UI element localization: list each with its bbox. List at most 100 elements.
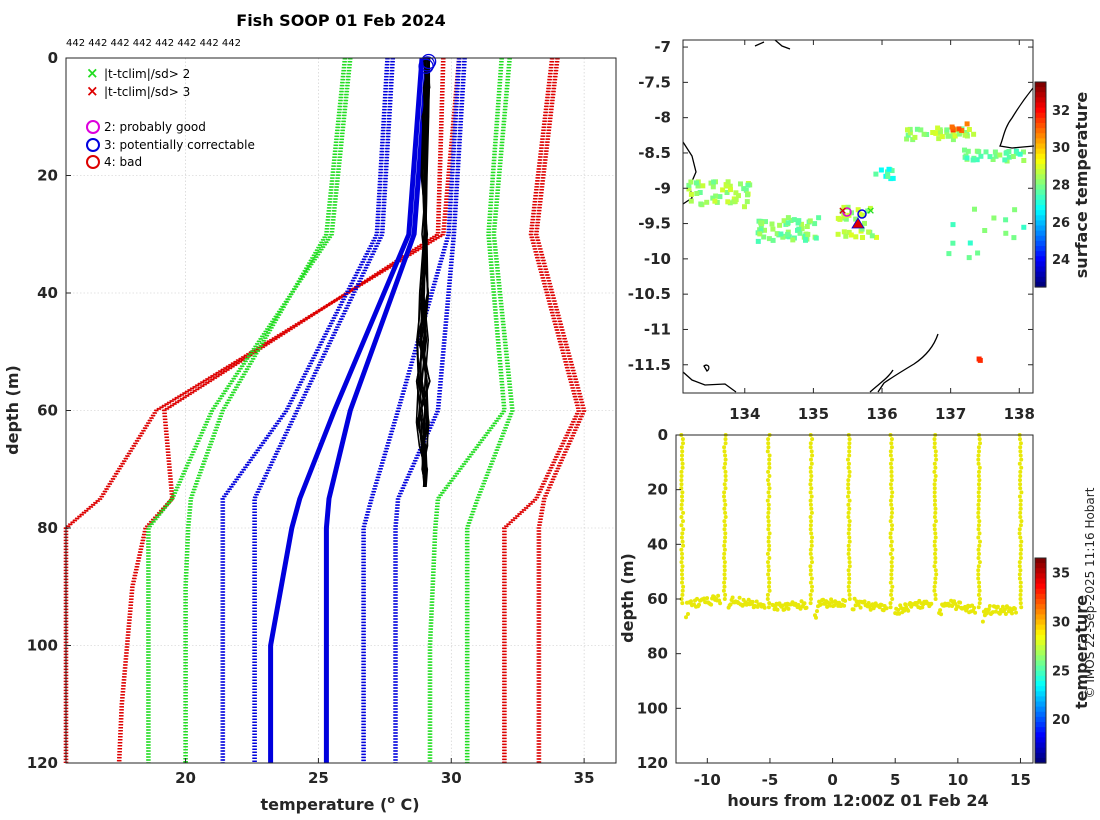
flag-circle-1 [421,53,437,70]
ts-point-69 [722,543,727,548]
ts-point-84 [766,437,771,442]
ts-point-515 [842,603,847,608]
ts-point-87 [765,449,770,454]
sst-point-5-21 [987,154,993,160]
sst-point-0-41 [710,195,716,201]
ts-point-231 [890,523,894,528]
sst-point-5-25 [1010,154,1016,159]
ts-point-25 [679,535,684,540]
ts-point-480 [799,599,804,604]
legend-circle-magenta-icon [86,120,100,134]
climatology-line-3-2 [148,57,353,763]
map-colorbar-segment-28 [1035,225,1046,232]
ts-point-299 [976,457,981,462]
ts-point-273 [933,519,938,524]
ts-point-121 [767,588,772,593]
ts-point-649 [1003,612,1008,616]
ts-point-286 [934,572,939,577]
ts-point-610 [958,600,963,605]
sst-point-1-25 [770,226,776,232]
ts-point-98 [767,494,772,499]
ts-point-366 [1018,556,1023,560]
map-colorbar-segment-4 [1035,102,1046,109]
sst-point-1-54 [813,235,819,241]
climatology-line-12-1 [503,57,580,763]
ts-point-117 [766,572,771,577]
ts-point-30 [680,556,685,560]
ts-point-377 [1018,601,1023,606]
ts-point-343 [1017,461,1022,466]
sst-point-1-50 [757,231,763,237]
climatology-line-0-1 [118,57,445,764]
ts-point-331 [977,588,982,593]
ts-point-501 [828,603,833,608]
profile-ylabel: depth (m) [3,365,22,455]
sst-point-4-22 [935,125,941,131]
ts-point-110 [767,543,772,548]
ts-point-138 [808,482,813,487]
sst-point-4-19 [912,134,918,140]
ts-colorbar-segment-13 [1035,624,1046,631]
ts-point-100 [766,502,771,507]
ts-point-257 [933,453,938,458]
legend-circle-red-icon [86,155,100,169]
climatology-line-6-2 [270,57,425,763]
sst-point-4-12 [962,132,968,138]
ts-point-282 [933,556,938,560]
ts-point-59 [723,502,728,507]
map-colorbar: 24 26 28 30 32 [1034,81,1070,288]
map-tick-label-y--10: -10 [644,250,671,268]
ts-point-339 [1018,445,1023,450]
sst-point-2-11 [862,220,867,226]
sst-points [686,121,1027,363]
ts-colorbar-segment-39 [1035,757,1046,764]
map-colorbar-segment-14 [1035,153,1046,160]
ts-point-149 [808,527,813,532]
map-tick-label-y--7: -7 [654,38,671,56]
ts-colorbar-tick-30: 30 [1052,615,1070,630]
ts-point-648 [1002,607,1007,612]
ts-point-143 [808,502,813,507]
sst-point-4-16 [966,127,972,132]
sst-point-5-8 [1021,158,1027,163]
ts-point-28 [679,547,684,552]
ts-point-355 [1018,510,1023,515]
ts-point-636 [990,610,995,615]
climatology-line-8-0 [361,57,459,763]
sst-point-2-18 [848,232,854,238]
sst-point-5-28 [976,149,982,155]
ts-point-312 [976,510,981,515]
ts-point-134 [808,465,813,470]
ts-point-197 [846,551,851,556]
ts-point-156 [809,556,814,560]
sst-point-4-8 [930,130,936,135]
ts-point-15 [680,494,684,499]
ts-point-588 [929,601,934,606]
climatology-line-2-0 [183,57,345,763]
ts-point-212 [889,445,894,450]
ts-point-233 [888,531,893,536]
sst-point-1-35 [755,238,761,244]
ts-point-525 [858,605,863,610]
sst-point-7-3 [1003,230,1009,236]
sst-point-1-16 [804,224,810,229]
ts-point-323 [976,556,981,560]
legend-circle-blue-icon [86,138,100,152]
ts-point-54 [722,482,727,487]
map-colorbar-segment-17 [1035,169,1046,175]
ts-point-186 [847,506,852,511]
ts-point-333 [978,597,982,601]
ts-point-284 [932,564,937,569]
sst-point-0-35 [713,193,719,199]
ts-point-44 [723,441,728,446]
ts-point-287 [933,576,938,581]
ts-point-461 [780,603,785,608]
xlabel-main: temperature ( [260,795,387,814]
station-circle-magenta [842,207,852,217]
ts-point-624 [972,605,977,610]
ts-colorbar-segment-3 [1035,573,1046,580]
sst-point-2-15 [867,205,873,211]
ts-point-315 [976,523,981,528]
map-colorbar-segment-25 [1035,210,1046,216]
ts-tick-label-y-80: 80 [647,645,668,663]
